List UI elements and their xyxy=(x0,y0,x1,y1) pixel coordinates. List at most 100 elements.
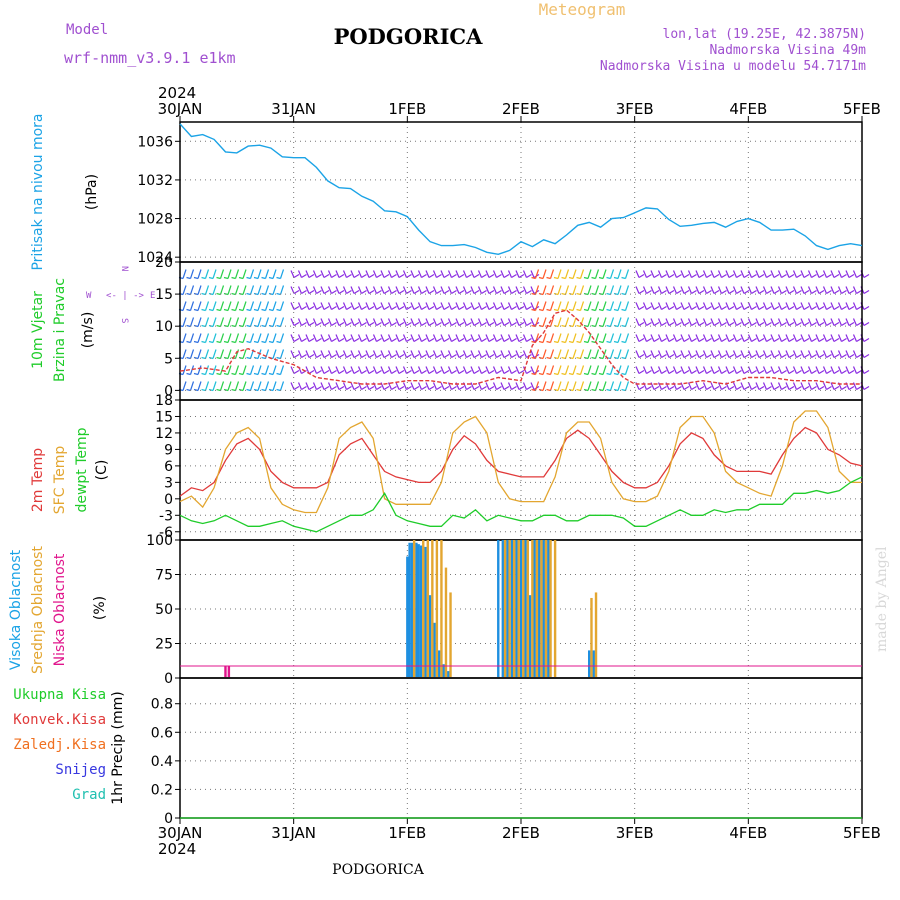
wind-barb xyxy=(852,334,858,342)
wind-barb-flag xyxy=(338,289,345,295)
wind-barb xyxy=(365,318,370,326)
wind-barb-flag xyxy=(668,305,675,311)
wind-barb xyxy=(462,334,468,342)
x-tick-label: 5FEB xyxy=(843,100,881,118)
wind-barb-flag xyxy=(646,321,652,327)
y-tick-label: 1028 xyxy=(137,212,173,228)
wind-barb-flag xyxy=(826,289,832,295)
wind-barb xyxy=(204,365,210,375)
wind-barb xyxy=(549,301,555,311)
y-tick-label: 18 xyxy=(155,393,173,409)
wind-barb xyxy=(335,334,340,342)
wind-barb xyxy=(687,318,693,326)
wind-barb-flag xyxy=(736,321,742,327)
wind-barb xyxy=(279,381,285,391)
wind-barb-flag xyxy=(383,289,390,295)
wind-barb xyxy=(549,317,555,327)
wind-barb xyxy=(204,301,210,311)
wind-barb xyxy=(672,350,678,358)
wind-barb xyxy=(822,286,828,294)
wind-barb-flag xyxy=(323,337,330,343)
wind-barb-flag xyxy=(683,369,690,375)
wind-barb xyxy=(500,286,505,294)
wind-barb xyxy=(587,365,592,375)
wind-barb xyxy=(770,286,775,294)
wind-barb-flag xyxy=(683,273,690,279)
wind-barb-flag xyxy=(668,385,675,391)
wind-barb xyxy=(272,285,277,295)
wind-barb xyxy=(350,286,355,294)
wind-barb-flag xyxy=(833,385,840,391)
wind-barb-flag xyxy=(276,356,281,360)
wind-barb xyxy=(507,366,513,374)
wind-barb xyxy=(557,365,562,375)
wind-barb-flag xyxy=(398,369,405,375)
x-tick-label: 31JAN xyxy=(271,100,316,118)
wind-barb-flag xyxy=(301,321,307,327)
wind-barb xyxy=(672,286,678,294)
wind-barb-flag xyxy=(391,385,397,391)
wind-barb xyxy=(530,302,535,310)
wind-barb xyxy=(602,365,607,375)
x-tick-label: 31JAN xyxy=(271,824,316,842)
wind-barb xyxy=(549,269,555,279)
wind-barb xyxy=(372,270,378,278)
wind-barb xyxy=(219,381,225,391)
y-tick-label: 10 xyxy=(155,319,173,335)
wind-barb xyxy=(542,349,547,359)
wind-barb-flag xyxy=(766,305,772,311)
wind-barb-flag xyxy=(638,321,645,327)
wind-barb-flag xyxy=(751,273,757,279)
mid-cloud-bar xyxy=(435,540,439,677)
wind-barb xyxy=(635,366,640,374)
wind-barb xyxy=(815,366,820,374)
wind-barb-flag xyxy=(268,372,274,376)
wind-barb xyxy=(672,270,678,278)
wind-barb xyxy=(717,350,723,358)
wind-barb-flag xyxy=(293,353,300,359)
wind-barb xyxy=(447,366,453,374)
wind-barb xyxy=(395,270,400,278)
wind-barb xyxy=(242,381,247,391)
wind-barb-flag xyxy=(781,385,787,391)
wind-barb-flag xyxy=(368,305,375,311)
wind-barb xyxy=(312,350,318,358)
wind-barb xyxy=(680,366,685,374)
wind-barb xyxy=(182,349,187,359)
wind-barb-flag xyxy=(253,372,259,376)
elevation-label: Nadmorska Visina 49m xyxy=(709,43,866,58)
wind-barb-flag xyxy=(361,321,367,327)
wind-barb-flag xyxy=(503,321,510,327)
wind-barb-flag xyxy=(591,356,596,360)
wind-barb-flag xyxy=(773,289,780,295)
compass-arrows: <- | -> xyxy=(106,291,145,301)
wind-barb-flag xyxy=(796,305,802,311)
wind-barb-flag xyxy=(818,289,825,295)
wind-barb-flag xyxy=(201,356,206,360)
wind-barb xyxy=(249,317,255,327)
wind-barb-flag xyxy=(841,353,847,359)
high-cloud-bar xyxy=(497,540,500,677)
wind-barb xyxy=(785,350,790,358)
wind-barb xyxy=(624,349,630,359)
wind-barb-flag xyxy=(728,273,735,279)
wind-barb-flag xyxy=(561,388,566,392)
wind-barb-flag xyxy=(781,321,787,327)
wind-barb xyxy=(335,270,340,278)
wind-barb xyxy=(695,270,700,278)
wind-barb-flag xyxy=(496,289,502,295)
wind-barb-flag xyxy=(473,385,480,391)
wind-barb xyxy=(272,269,277,279)
wind-barb xyxy=(242,333,247,343)
wind-barb-flag xyxy=(376,289,382,295)
wind-barb-flag xyxy=(758,353,765,359)
wind-barb xyxy=(477,382,483,390)
high-cloud-bar xyxy=(519,540,523,677)
wind-barb xyxy=(257,301,262,311)
wind-barb xyxy=(257,365,262,375)
wind-barb-flag xyxy=(443,353,450,359)
wind-barb-flag xyxy=(231,292,236,296)
wind-barb xyxy=(635,286,640,294)
wind-barb xyxy=(557,285,562,295)
wind-barb-flag xyxy=(346,273,352,279)
